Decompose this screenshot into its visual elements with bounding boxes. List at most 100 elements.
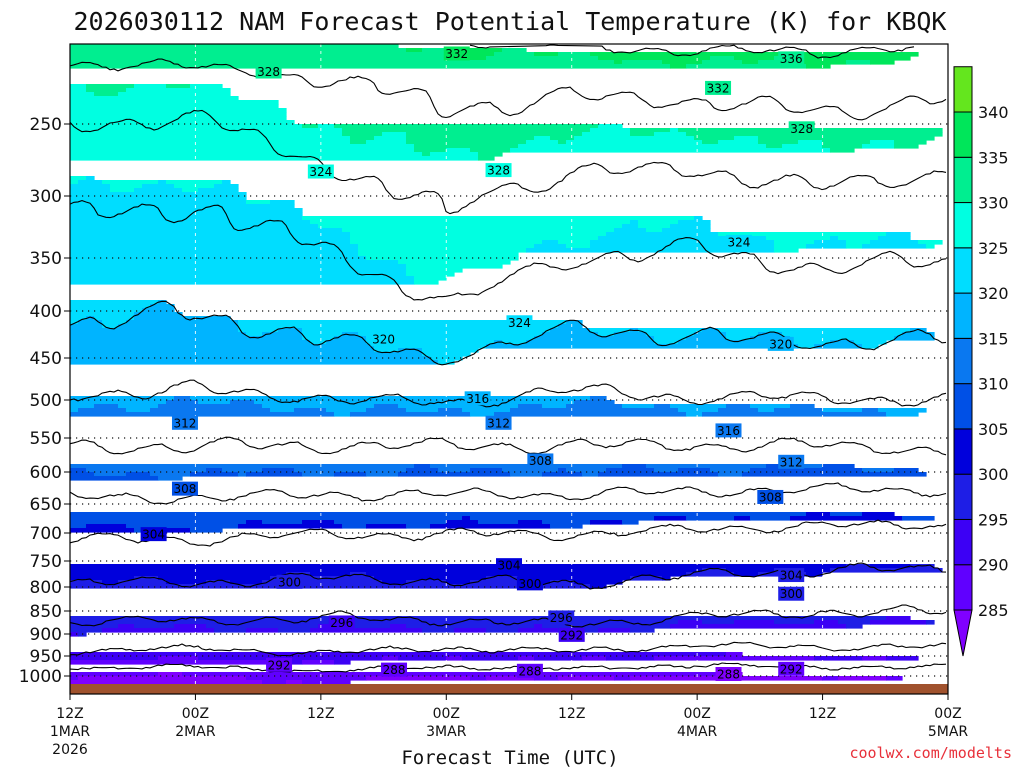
theta-cell bbox=[798, 344, 815, 349]
theta-cell bbox=[358, 244, 535, 249]
theta-cell bbox=[406, 136, 535, 141]
y-tick-label: 700 bbox=[30, 524, 62, 544]
theta-cell bbox=[582, 472, 599, 477]
y-tick-label: 550 bbox=[30, 429, 62, 449]
theta-cell bbox=[846, 240, 871, 245]
theta-cell bbox=[470, 468, 503, 473]
theta-cell bbox=[70, 328, 239, 333]
theta-cell bbox=[342, 524, 367, 529]
theta-cell bbox=[406, 580, 447, 585]
theta-cell bbox=[70, 212, 303, 217]
theta-cell bbox=[70, 528, 135, 533]
theta-cell bbox=[406, 132, 583, 137]
theta-cell bbox=[94, 92, 119, 97]
theta-cell bbox=[142, 308, 175, 313]
theta-cell bbox=[830, 512, 863, 517]
theta-cell bbox=[446, 580, 471, 585]
svg-text:332: 332 bbox=[707, 81, 730, 95]
theta-cell bbox=[342, 128, 591, 133]
theta-cell bbox=[70, 656, 159, 661]
theta-cell bbox=[86, 88, 127, 93]
grid-layer bbox=[69, 44, 949, 684]
colorbar-segment bbox=[953, 156, 973, 204]
theta-cell bbox=[70, 476, 159, 481]
theta-cell bbox=[326, 340, 367, 345]
theta-cell bbox=[502, 48, 527, 53]
theta-cell bbox=[598, 56, 711, 61]
theta-cell bbox=[310, 572, 351, 577]
contour-label-332: 332 bbox=[705, 80, 732, 95]
theta-cell bbox=[710, 468, 751, 473]
theta-cell bbox=[822, 464, 855, 469]
theta-cell bbox=[70, 672, 159, 677]
theta-cell bbox=[446, 520, 479, 525]
theta-cell bbox=[318, 224, 623, 229]
theta-cell bbox=[582, 132, 631, 137]
theta-cell bbox=[622, 60, 663, 65]
theta-cell bbox=[158, 180, 167, 185]
theta-cell bbox=[414, 464, 431, 469]
theta-cell bbox=[614, 332, 647, 337]
theta-cell bbox=[414, 280, 439, 285]
theta-cell bbox=[814, 344, 863, 349]
theta-cell bbox=[590, 128, 631, 133]
colorbar-label: 285 bbox=[978, 601, 1009, 620]
theta-cell bbox=[70, 132, 343, 137]
svg-text:324: 324 bbox=[727, 235, 750, 249]
theta-cell bbox=[774, 248, 799, 253]
theta-cell bbox=[70, 48, 407, 53]
colorbar-segment bbox=[953, 473, 973, 520]
theta-cell bbox=[398, 348, 423, 353]
theta-cell bbox=[590, 52, 919, 57]
theta-cell bbox=[894, 140, 927, 145]
y-tick-label: 300 bbox=[30, 187, 62, 207]
theta-cell bbox=[70, 92, 95, 97]
colorbar-label: 310 bbox=[978, 375, 1009, 394]
svg-text:304: 304 bbox=[780, 569, 803, 583]
theta-cell bbox=[158, 300, 167, 305]
theta-cell bbox=[302, 216, 695, 221]
theta-cell bbox=[454, 48, 503, 53]
theta-cell bbox=[246, 200, 271, 205]
theta-cell bbox=[294, 408, 327, 413]
theta-cell bbox=[766, 236, 831, 241]
theta-cell bbox=[470, 516, 655, 521]
theta-cell bbox=[726, 336, 751, 341]
theta-cell bbox=[806, 572, 823, 577]
theta-cell bbox=[718, 408, 759, 413]
theta-cell bbox=[454, 52, 495, 57]
colorbar-segment bbox=[953, 111, 973, 158]
theta-cell bbox=[134, 84, 167, 89]
contour-label-324: 324 bbox=[725, 234, 752, 249]
svg-text:312: 312 bbox=[780, 455, 803, 469]
svg-text:296: 296 bbox=[330, 616, 353, 630]
theta-cell bbox=[406, 524, 431, 529]
theta-cell bbox=[166, 580, 207, 585]
theta-cell bbox=[534, 336, 655, 341]
theta-cell bbox=[526, 340, 655, 345]
credit-text: coolwx.com/modelts bbox=[849, 744, 1012, 762]
theta-cell bbox=[534, 624, 543, 629]
contour-label-328: 328 bbox=[788, 121, 815, 136]
contour-label-layer: 288 288 288 292 292 292 296 296 300 300 300 304 304 3… bbox=[140, 46, 815, 682]
theta-cell bbox=[574, 400, 615, 405]
theta-cell bbox=[262, 680, 287, 685]
theta-cell bbox=[94, 404, 119, 409]
theta-cell bbox=[886, 656, 919, 661]
theta-cell bbox=[70, 472, 95, 477]
theta-cell bbox=[70, 396, 175, 401]
theta-cell bbox=[462, 516, 471, 521]
theta-cell bbox=[350, 624, 391, 629]
theta-cell bbox=[574, 580, 623, 585]
theta-cell bbox=[118, 404, 159, 409]
ground-strip bbox=[70, 684, 948, 694]
theta-cell bbox=[902, 332, 935, 337]
theta-cell bbox=[166, 84, 191, 89]
y-tick-label: 450 bbox=[30, 349, 62, 369]
theta-cell bbox=[70, 104, 279, 109]
theta-cell bbox=[286, 680, 303, 685]
theta-cell bbox=[590, 520, 623, 525]
contour-label-288: 288 bbox=[381, 662, 408, 677]
theta-cell bbox=[486, 676, 535, 681]
theta-cell bbox=[406, 408, 439, 413]
